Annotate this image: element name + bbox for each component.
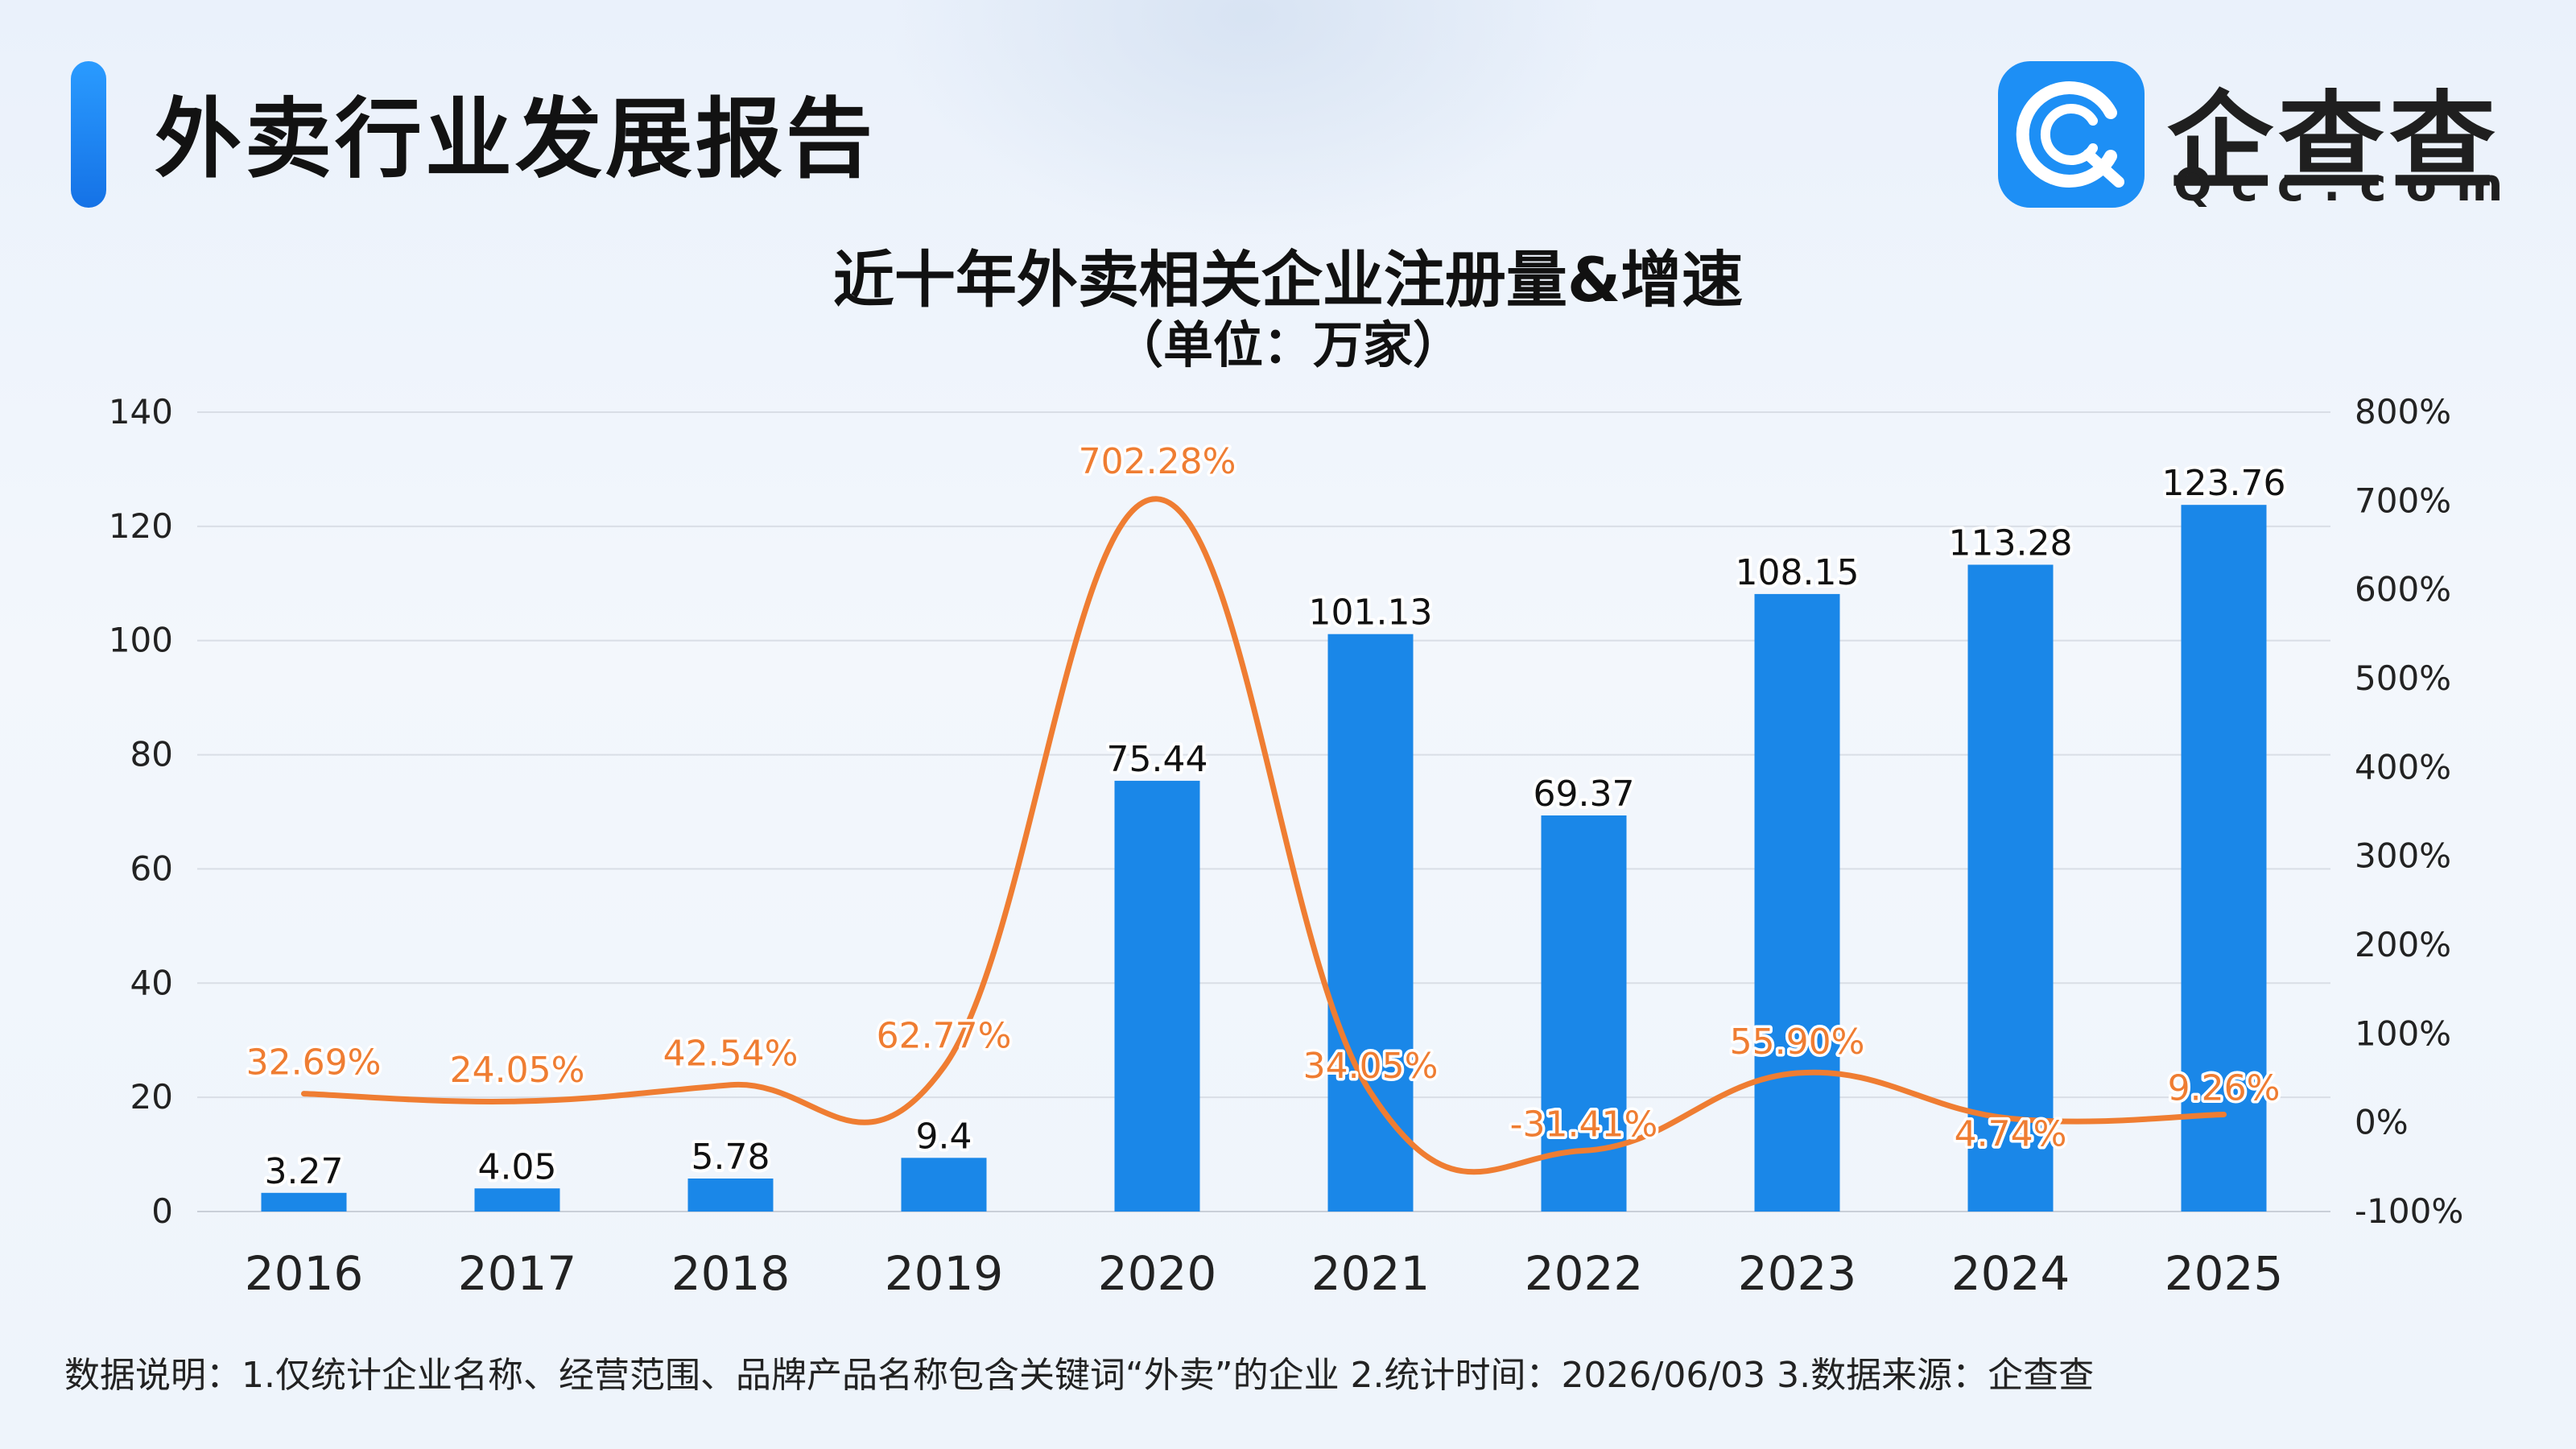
- y2-tick-label: 800%: [2355, 392, 2451, 431]
- y-tick-label: 120: [109, 506, 173, 546]
- title-accent-bar: [71, 61, 106, 208]
- bar: [1327, 634, 1414, 1212]
- x-tick-label: 2024: [1951, 1246, 2070, 1301]
- x-tick-label: 2022: [1525, 1246, 1644, 1301]
- x-tick-label: 2021: [1311, 1246, 1430, 1301]
- bar-value-label: 75.44: [1107, 739, 1208, 780]
- y2-tick-label: 500%: [2355, 658, 2451, 698]
- bar-value-label: 9.4: [916, 1116, 972, 1157]
- growth-value-label: -31.41%: [1510, 1104, 1658, 1145]
- x-tick-label: 2017: [458, 1246, 577, 1301]
- x-tick-label: 2023: [1738, 1246, 1857, 1301]
- bar-value-label: 113.28: [1949, 523, 2073, 564]
- growth-value-label: 9.26%: [2168, 1067, 2281, 1108]
- bar: [1754, 593, 1840, 1212]
- growth-value-label: 702.28%: [1079, 441, 1236, 482]
- data-footnote: 数据说明：1.仅统计企业名称、经营范围、品牌产品名称包含关键词“外卖”的企业 2…: [64, 1355, 2095, 1396]
- bar: [474, 1188, 560, 1212]
- growth-line: [301, 496, 2227, 1175]
- bar: [2181, 505, 2267, 1212]
- logo-domain: Qcc.com: [2174, 159, 2523, 212]
- y-tick-label: 20: [130, 1077, 173, 1117]
- bar: [901, 1158, 987, 1212]
- y2-tick-label: 0%: [2355, 1103, 2409, 1142]
- qcc-logo-icon: [1998, 61, 2145, 208]
- growth-value-label: 62.77%: [877, 1015, 1012, 1056]
- y-tick-label: 40: [130, 963, 173, 1002]
- bar: [261, 1192, 347, 1212]
- x-tick-label: 2018: [671, 1246, 791, 1301]
- bar-value-label: 69.37: [1534, 774, 1635, 815]
- y2-tick-label: 300%: [2355, 836, 2451, 876]
- report-title: 外卖行业发展报告: [155, 89, 877, 190]
- bar-value-label: 5.78: [691, 1137, 770, 1178]
- growth-value-label: 32.69%: [246, 1042, 382, 1084]
- bar-value-label: 108.15: [1736, 552, 1860, 593]
- y2-tick-label: 600%: [2355, 570, 2451, 609]
- growth-value-label: 24.05%: [450, 1050, 585, 1091]
- growth-value-label: 42.54%: [663, 1034, 799, 1075]
- bar-value-label: 123.76: [2162, 463, 2286, 504]
- chart-title: 近十年外卖相关企业注册量&增速: [832, 244, 1744, 316]
- bar: [687, 1179, 774, 1212]
- bar: [1967, 564, 2054, 1212]
- y-tick-label: 60: [130, 848, 173, 888]
- bar-value-label: 101.13: [1309, 592, 1433, 634]
- logo-wordmark: 企查查: [2167, 80, 2500, 204]
- y2-tick-label: 400%: [2355, 747, 2451, 786]
- growth-value-label: 34.05%: [1303, 1046, 1439, 1087]
- x-tick-label: 2025: [2165, 1246, 2284, 1301]
- y-tick-label: 140: [109, 392, 173, 431]
- x-tick-label: 2019: [885, 1246, 1004, 1301]
- y-tick-label: 100: [109, 621, 173, 660]
- y-tick-label: 0: [151, 1191, 173, 1231]
- chart-subtitle: （单位：万家）: [1113, 316, 1463, 374]
- growth-value-label: 55.90%: [1730, 1022, 1865, 1063]
- bar: [1114, 780, 1200, 1212]
- x-tick-label: 2020: [1098, 1246, 1217, 1301]
- bar-value-label: 3.27: [265, 1151, 344, 1192]
- y2-tick-label: 200%: [2355, 925, 2451, 964]
- y-tick-label: 80: [130, 735, 173, 774]
- y2-tick-label: 100%: [2355, 1013, 2451, 1053]
- x-tick-label: 2016: [245, 1246, 364, 1301]
- y2-tick-label: 700%: [2355, 481, 2451, 520]
- growth-value-label: 4.74%: [1955, 1113, 2067, 1154]
- bar-value-label: 4.05: [478, 1146, 557, 1187]
- y2-tick-label: -100%: [2355, 1191, 2463, 1231]
